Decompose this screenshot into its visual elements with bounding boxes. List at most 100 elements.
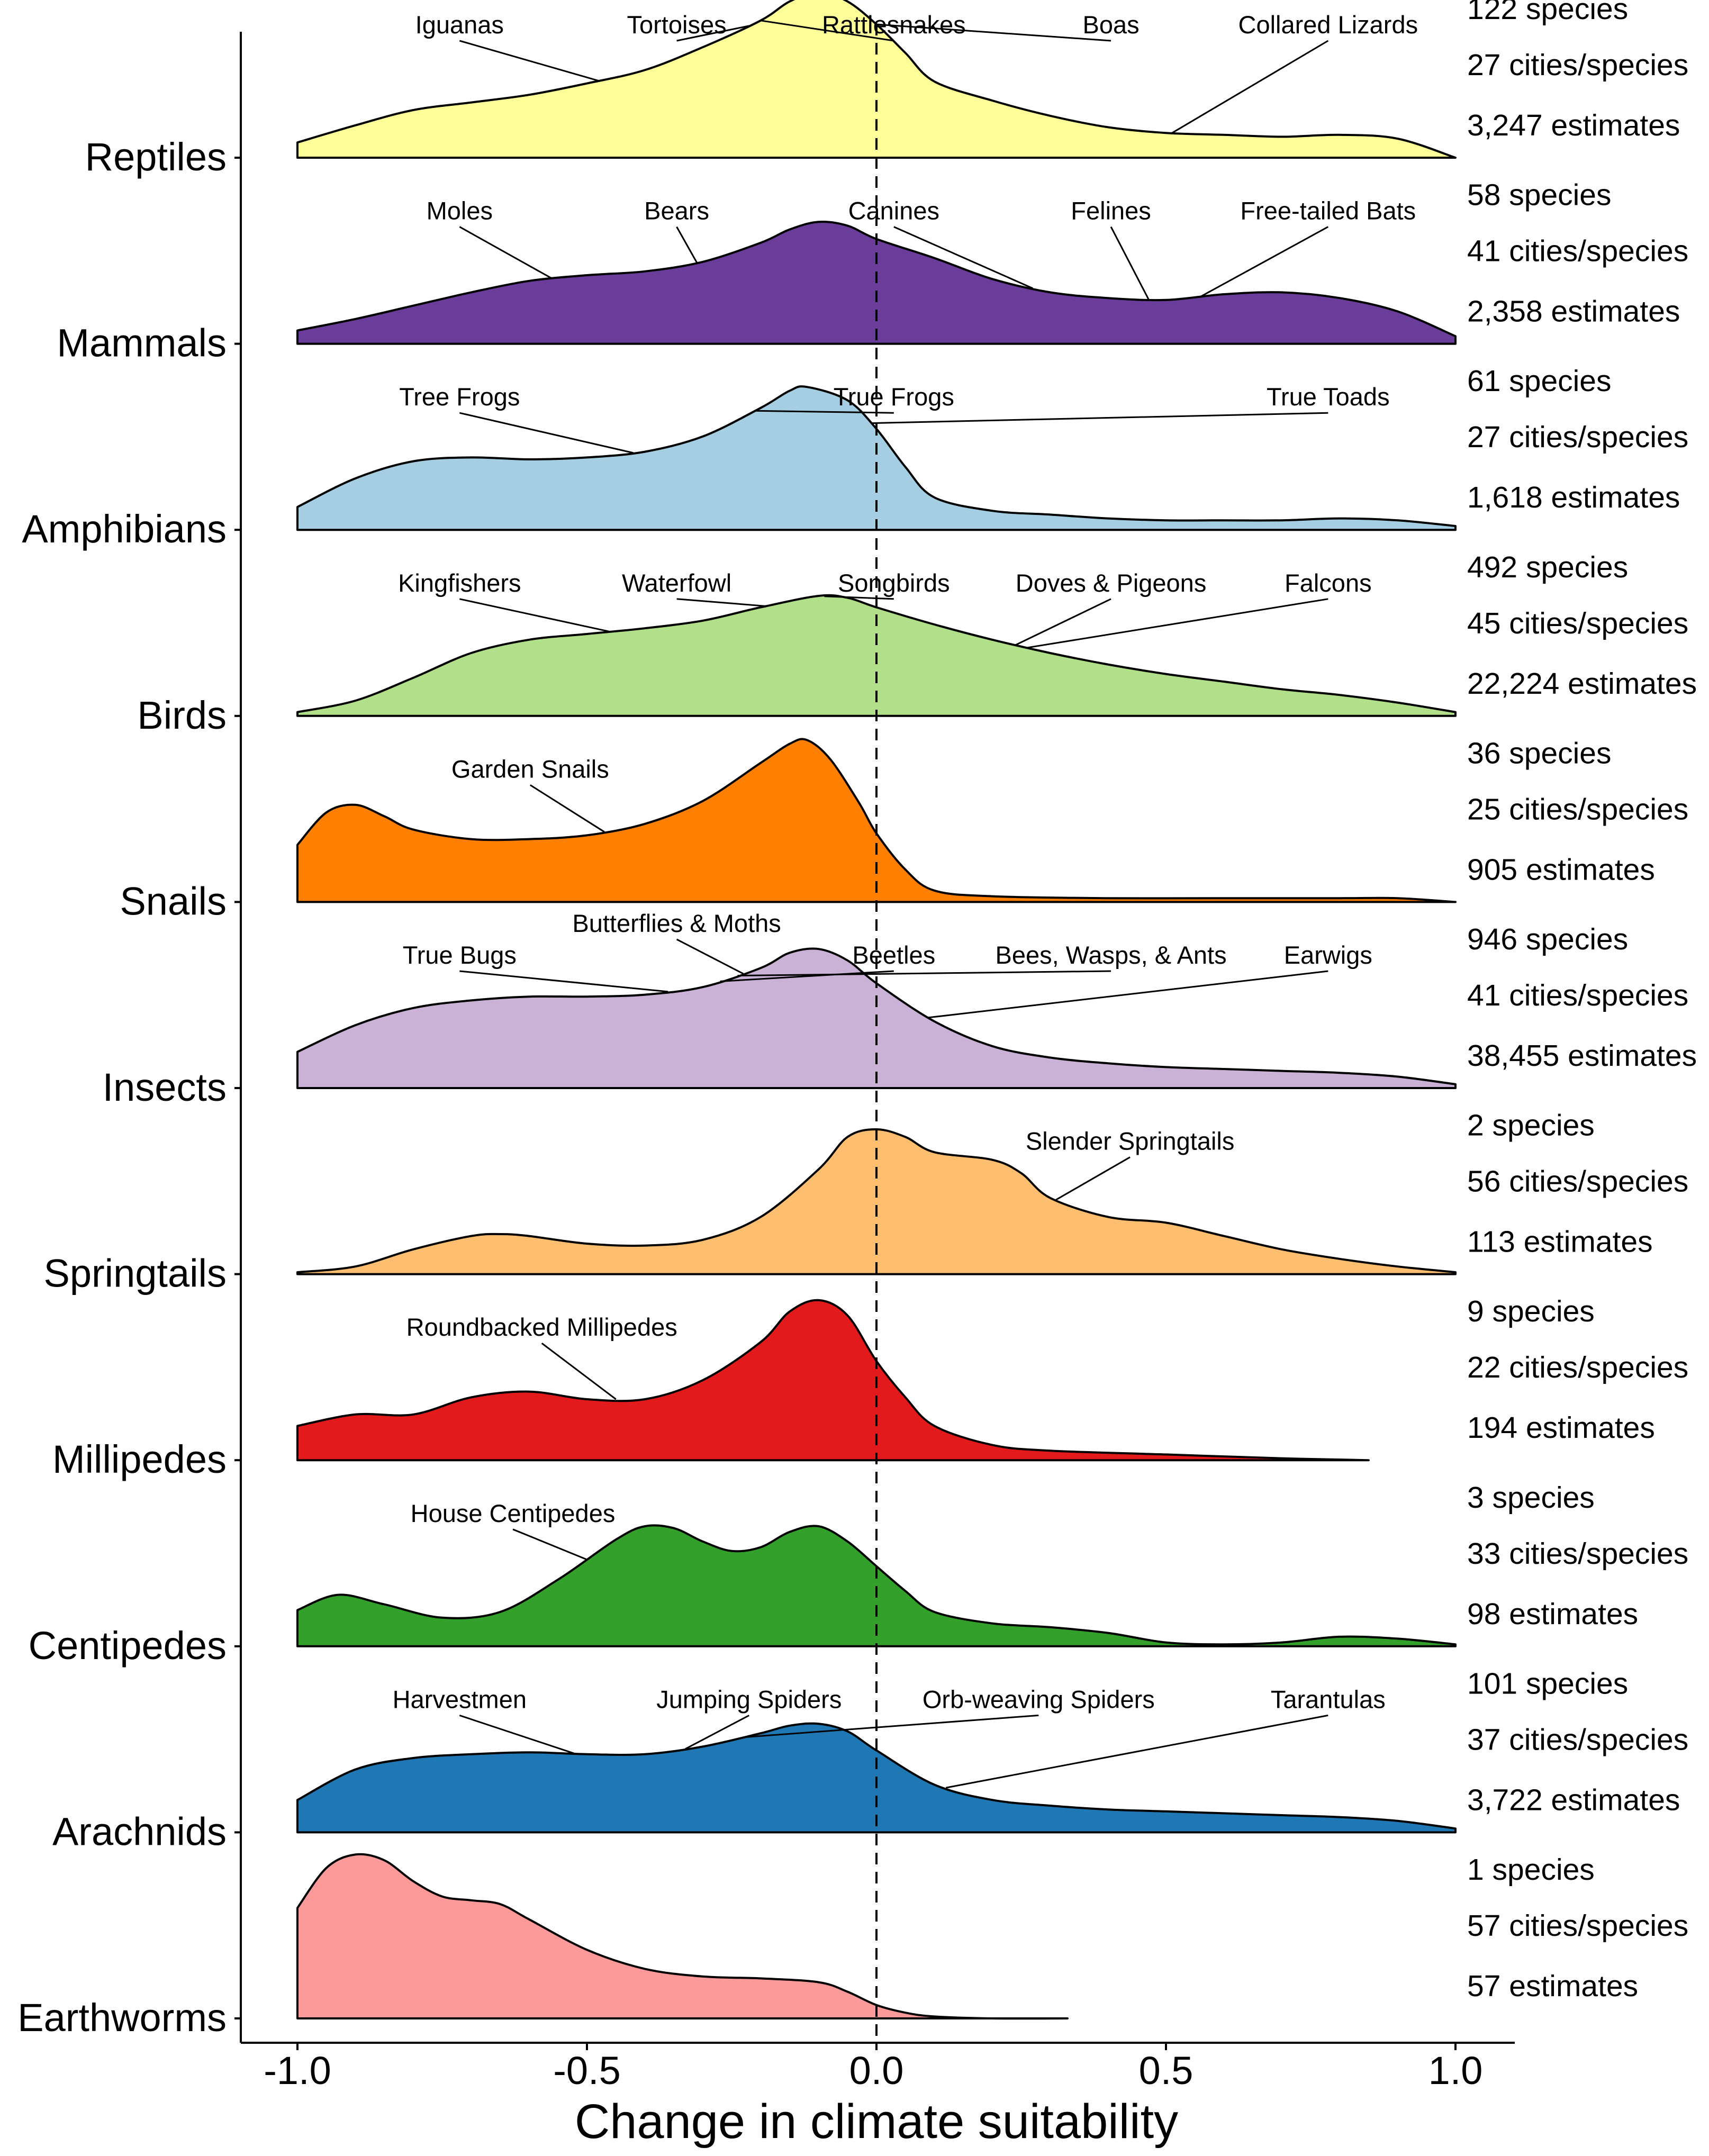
annotation-harvestmen: Harvestmen bbox=[393, 1685, 527, 1713]
annotation-garden-snails: Garden Snails bbox=[451, 755, 609, 783]
x-tick-label: 0.5 bbox=[1139, 2049, 1193, 2092]
ridge-reptiles bbox=[296, 0, 1457, 159]
annotation-iguanas: Iguanas bbox=[415, 11, 504, 39]
stat-mammals-1: 41 cities/species bbox=[1467, 234, 1688, 268]
ridge-earthworms bbox=[296, 1853, 1069, 2020]
leader-line bbox=[459, 412, 634, 454]
group-label-insects: Insects bbox=[103, 1065, 227, 1109]
leader-line bbox=[459, 1714, 576, 1755]
stat-springtails-0: 2 species bbox=[1467, 1109, 1595, 1143]
annotation-earwigs: Earwigs bbox=[1284, 941, 1372, 969]
leader-line bbox=[459, 226, 553, 279]
annotation-canines: Canines bbox=[848, 197, 939, 225]
stat-birds-0: 492 species bbox=[1467, 550, 1628, 584]
annotation-boas: Boas bbox=[1082, 11, 1139, 39]
x-tick-label: 0.0 bbox=[849, 2049, 904, 2092]
leader-line bbox=[876, 23, 1111, 42]
ridge-amphibians bbox=[296, 385, 1457, 531]
stat-birds-2: 22,224 estimates bbox=[1467, 667, 1697, 701]
annotation-kingfishers: Kingfishers bbox=[398, 569, 521, 597]
annotation-house-centipedes: House Centipedes bbox=[411, 1499, 616, 1527]
stat-snails-2: 905 estimates bbox=[1467, 853, 1655, 886]
leader-line bbox=[459, 598, 611, 633]
annotation-roundbacked-millipedes: Roundbacked Millipedes bbox=[406, 1313, 677, 1341]
annotation-rattlesnakes: Rattlesnakes bbox=[822, 11, 966, 39]
group-labels: Reptiles Mammals Amphibians Birds Snails Inse… bbox=[17, 135, 241, 2040]
annotation-collared-lizards: Collared Lizards bbox=[1238, 11, 1418, 39]
annotation-true-toads: True Toads bbox=[1267, 383, 1390, 411]
leader-line bbox=[512, 1528, 587, 1561]
group-label-arachnids: Arachnids bbox=[52, 1809, 227, 1853]
annotation-doves-pigeons: Doves & Pigeons bbox=[1016, 569, 1207, 597]
annotation-tree-frogs: Tree Frogs bbox=[399, 383, 520, 411]
leader-line bbox=[760, 20, 894, 42]
leader-line bbox=[893, 226, 1033, 289]
annotation-slender-springtails: Slender Springtails bbox=[1026, 1127, 1235, 1155]
annotation-true-frogs: True Frogs bbox=[834, 383, 954, 411]
leader-line bbox=[1027, 598, 1328, 649]
group-label-earthworms: Earthworms bbox=[17, 1996, 227, 2040]
stat-mammals-2: 2,358 estimates bbox=[1467, 295, 1680, 329]
leader-line bbox=[946, 1714, 1328, 1789]
annotation-felines: Felines bbox=[1071, 197, 1151, 225]
annotation-free-tailed-bats: Free-tailed Bats bbox=[1240, 197, 1416, 225]
stat-reptiles-2: 3,247 estimates bbox=[1467, 108, 1680, 142]
annotation-orb-weaving-spiders: Orb-weaving Spiders bbox=[923, 1685, 1155, 1713]
leader-line bbox=[720, 970, 894, 982]
leader-line bbox=[928, 970, 1328, 1019]
leader-line bbox=[743, 1714, 1039, 1738]
stat-earthworms-1: 57 cities/species bbox=[1467, 1909, 1688, 1943]
group-label-millipedes: Millipedes bbox=[52, 1437, 227, 1481]
stat-snails-0: 36 species bbox=[1467, 736, 1612, 770]
stat-arachnids-1: 37 cities/species bbox=[1467, 1723, 1688, 1756]
stat-centipedes-1: 33 cities/species bbox=[1467, 1537, 1688, 1571]
annotation-butterflies-moths: Butterflies & Moths bbox=[572, 909, 781, 937]
group-stats: 122 species 27 cities/species 3,247 estima… bbox=[1467, 0, 1697, 2003]
stat-insects-2: 38,455 estimates bbox=[1467, 1039, 1697, 1073]
stat-millipedes-2: 194 estimates bbox=[1467, 1411, 1655, 1445]
annotation-beetles: Beetles bbox=[852, 941, 935, 969]
annotation-bees-wasps-ants: Bees, Wasps, & Ants bbox=[996, 941, 1227, 969]
annotation-moles: Moles bbox=[427, 197, 493, 225]
x-tick-label: -0.5 bbox=[553, 2049, 621, 2092]
density-areas bbox=[296, 0, 1457, 2020]
stat-amphibians-0: 61 species bbox=[1467, 364, 1612, 398]
x-tick-label: 1.0 bbox=[1428, 2049, 1483, 2092]
leader-line bbox=[676, 25, 749, 42]
stat-insects-0: 946 species bbox=[1467, 922, 1628, 956]
leader-line bbox=[676, 938, 744, 975]
annotation-jumping-spiders: Jumping Spiders bbox=[656, 1685, 842, 1713]
stat-springtails-1: 56 cities/species bbox=[1467, 1165, 1688, 1199]
axes bbox=[240, 32, 1515, 2044]
leader-line bbox=[459, 970, 668, 993]
group-label-mammals: Mammals bbox=[57, 321, 227, 365]
group-label-springtails: Springtails bbox=[43, 1252, 227, 1296]
stat-reptiles-0: 122 species bbox=[1467, 0, 1628, 26]
group-label-centipedes: Centipedes bbox=[29, 1624, 227, 1668]
leader-line bbox=[530, 784, 605, 833]
family-annotations: Iguanas Tortoises Rattlesnakes Boas Collared… bbox=[393, 11, 1418, 1789]
group-label-birds: Birds bbox=[137, 693, 227, 737]
stat-earthworms-2: 57 estimates bbox=[1467, 1969, 1638, 2003]
stat-millipedes-1: 22 cities/species bbox=[1467, 1351, 1688, 1384]
stat-earthworms-0: 1 species bbox=[1467, 1853, 1595, 1887]
group-label-snails: Snails bbox=[120, 879, 227, 923]
leader-line bbox=[1200, 226, 1329, 297]
x-tick-labels: -1.0 -0.5 0.0 0.5 1.0 bbox=[264, 2043, 1482, 2092]
stat-springtails-2: 113 estimates bbox=[1467, 1225, 1653, 1259]
ridge-centipedes bbox=[296, 1524, 1457, 1647]
stat-reptiles-1: 27 cities/species bbox=[1467, 48, 1688, 82]
leader-line bbox=[685, 1715, 750, 1750]
leader-line bbox=[541, 1343, 617, 1400]
ridge-snails bbox=[296, 738, 1457, 903]
annotation-songbirds: Songbirds bbox=[838, 569, 950, 597]
stat-millipedes-0: 9 species bbox=[1467, 1294, 1595, 1328]
leader-line bbox=[1171, 40, 1329, 134]
stat-amphibians-2: 1,618 estimates bbox=[1467, 481, 1680, 514]
leader-line bbox=[676, 226, 698, 264]
leader-line bbox=[1015, 598, 1111, 646]
group-label-amphibians: Amphibians bbox=[22, 507, 227, 551]
leader-line bbox=[871, 412, 1328, 424]
leader-line bbox=[737, 970, 1111, 977]
